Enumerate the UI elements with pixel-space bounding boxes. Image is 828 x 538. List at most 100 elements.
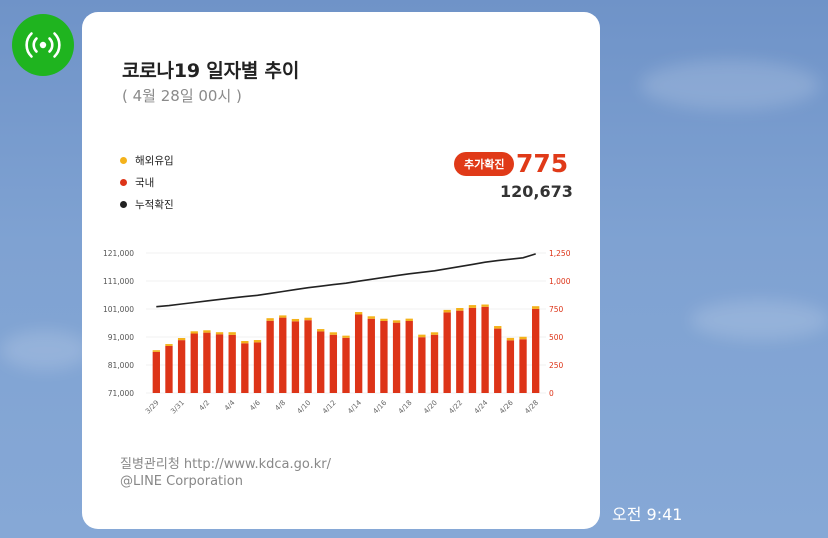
bar-domestic: [317, 331, 325, 393]
added-cases-badge: 추가확진: [454, 152, 515, 176]
legend-label-overseas: 해외유입: [135, 154, 174, 167]
bar-domestic: [506, 340, 515, 393]
background-cloud: [640, 60, 820, 110]
x-tick-label: 4/14: [346, 398, 363, 415]
bar-overseas: [506, 337, 515, 341]
bar-overseas: [354, 312, 363, 315]
added-cases-count: 775: [516, 149, 569, 178]
x-tick-label: 4/6: [248, 398, 262, 412]
x-tick-label: 3/31: [169, 399, 186, 416]
x-tick-label: 4/20: [422, 399, 439, 416]
y-left-tick-label: 91,000: [108, 333, 134, 342]
bar-domestic: [165, 345, 173, 393]
y-right-tick-label: 1,000: [549, 277, 571, 286]
bar-overseas: [266, 318, 274, 321]
bar-domestic: [519, 339, 527, 393]
legend-label-domestic: 국내: [135, 176, 155, 189]
legend-item-cumulative: 누적확진: [120, 193, 174, 215]
legend-dot-overseas: [120, 156, 127, 164]
bar-overseas: [418, 334, 426, 338]
y-right-tick-label: 1,250: [549, 249, 571, 258]
message-card[interactable]: 코로나19 일자별 추이 ( 4월 28일 00시 ) 해외유입 국내 누적확진…: [82, 12, 600, 529]
x-tick-label: 4/12: [321, 399, 338, 416]
y-left-tick-label: 111,000: [103, 277, 134, 286]
bar-overseas: [468, 305, 477, 308]
bar-overseas: [494, 326, 502, 329]
bar-overseas: [279, 315, 287, 318]
bar-domestic: [152, 351, 160, 393]
cumulative-line: [156, 253, 536, 308]
bar-overseas: [367, 316, 375, 319]
y-left-tick-label: 71,000: [108, 389, 134, 398]
y-left-tick-label: 121,000: [103, 249, 134, 258]
legend-item-domestic: 국내: [120, 171, 174, 193]
copyright-label: @LINE Corporation: [120, 474, 243, 489]
x-tick-label: 4/26: [498, 398, 515, 415]
bar-overseas: [380, 318, 388, 321]
bar-overseas: [165, 344, 173, 346]
bar-domestic: [380, 320, 388, 393]
bar-domestic: [494, 328, 502, 393]
y-left-tick-label: 101,000: [103, 305, 134, 314]
x-tick-label: 4/22: [447, 399, 464, 416]
avatar[interactable]: [12, 14, 74, 76]
y-right-tick-label: 500: [549, 333, 564, 342]
bar-overseas: [215, 332, 224, 335]
bar-overseas: [304, 317, 312, 321]
x-tick-label: 4/10: [296, 399, 313, 416]
x-tick-label: 4/24: [473, 398, 490, 415]
bar-domestic: [177, 340, 186, 393]
bar-domestic: [266, 320, 274, 393]
bar-overseas: [317, 329, 325, 332]
x-tick-label: 4/8: [274, 399, 288, 413]
legend-item-overseas: 해외유입: [120, 149, 174, 171]
bar-overseas: [241, 341, 249, 344]
bar-overseas: [291, 318, 300, 322]
chart-legend: 해외유입 국내 누적확진: [120, 149, 174, 215]
bar-domestic: [354, 314, 363, 393]
total-cases-count: 120,673: [500, 182, 573, 201]
bar-domestic: [481, 306, 489, 393]
bar-overseas: [519, 336, 527, 340]
background-cloud: [690, 300, 828, 340]
bar-domestic: [228, 334, 236, 393]
bar-overseas: [253, 340, 262, 343]
chart-title: 코로나19 일자별 추이: [122, 60, 300, 82]
x-tick-label: 4/2: [198, 399, 212, 413]
y-right-tick-label: 250: [549, 361, 564, 370]
legend-label-cumulative: 누적확진: [135, 198, 174, 211]
bar-domestic: [456, 310, 464, 393]
bar-domestic: [190, 333, 198, 393]
covid-daily-chart: 121,000 1,250 111,000 1,000 101,000 750 91,000…: [103, 249, 571, 416]
bar-domestic: [443, 312, 451, 393]
legend-dot-cumulative: [120, 200, 127, 208]
bar-domestic: [215, 334, 224, 393]
bar-domestic: [405, 320, 413, 393]
x-tick-label: 4/28: [523, 399, 540, 416]
bar-domestic: [418, 337, 426, 393]
legend-dot-domestic: [120, 178, 127, 186]
bar-overseas: [456, 307, 464, 311]
bar-overseas: [532, 306, 540, 309]
bar-domestic: [291, 321, 300, 393]
bar-domestic: [468, 307, 477, 393]
bar-overseas: [481, 304, 489, 307]
bar-domestic: [241, 343, 249, 393]
bar-domestic: [304, 320, 312, 393]
x-tick-label: 4/16: [372, 398, 389, 415]
source-label: 질병관리청 http://www.kdca.go.kr/: [120, 457, 331, 472]
bar-domestic: [392, 322, 401, 393]
x-tick-label: 4/18: [397, 399, 414, 416]
bar-domestic: [430, 334, 439, 393]
bar-overseas: [430, 332, 439, 335]
y-right-tick-label: 750: [549, 305, 564, 314]
bar-domestic: [367, 318, 375, 393]
bar-domestic: [203, 332, 211, 393]
bar-domestic: [279, 317, 287, 393]
y-right-tick-label: 0: [549, 389, 554, 398]
bar-overseas: [392, 320, 401, 323]
broadcast-icon: [25, 32, 61, 58]
background-cloud: [0, 330, 90, 370]
bar-overseas: [190, 331, 198, 334]
y-left-tick-label: 81,000: [108, 361, 134, 370]
